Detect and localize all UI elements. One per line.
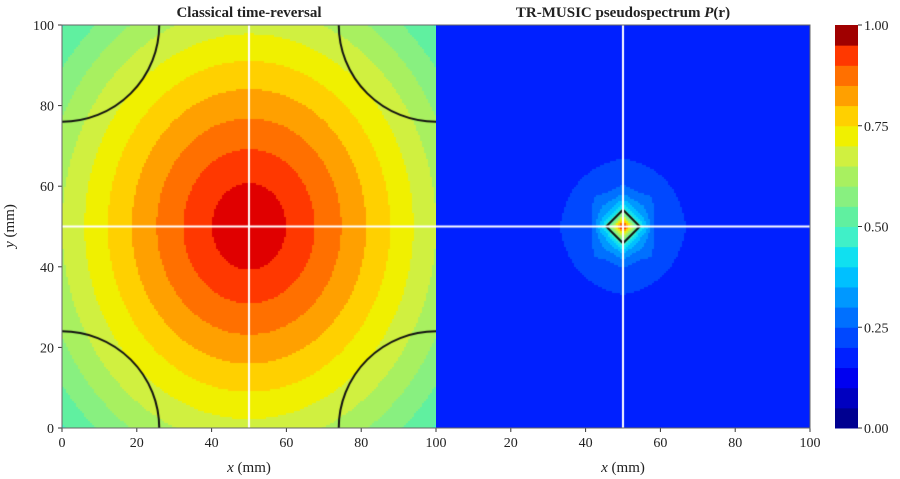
colorbar-level [835, 166, 858, 187]
colorbar-tick-label: 0.25 [864, 321, 889, 336]
y-tick-label: 20 [40, 341, 54, 356]
right-panel-title: TR-MUSIC pseudospectrum P(r) [516, 5, 730, 21]
x-tick-label: 20 [130, 436, 144, 451]
x-tick-label: 80 [354, 436, 368, 451]
y-tick-label: 100 [33, 19, 54, 34]
colorbar-level [835, 367, 858, 389]
colorbar-level [835, 347, 858, 369]
x-tick-label: 40 [579, 436, 593, 451]
colorbar-level [835, 286, 858, 308]
x-tick-label: 100 [800, 436, 821, 451]
colorbar-level [835, 65, 858, 86]
left-panel-title: Classical time-reversal [176, 5, 321, 21]
x-tick-label: 40 [205, 436, 219, 451]
right-x-axis-label: x (mm) [600, 460, 645, 476]
x-tick-label: 60 [279, 436, 293, 451]
colorbar-level [835, 327, 858, 348]
colorbar-tick-label: 0.00 [864, 422, 889, 437]
colorbar-level [835, 45, 858, 66]
colorbar-level [835, 145, 858, 167]
plot-frame [61, 24, 811, 429]
tr-music-contour-map [436, 25, 810, 428]
y-tick-label: 80 [40, 100, 54, 115]
colorbar-level [835, 387, 858, 409]
colorbar-tick-label: 1.00 [864, 19, 889, 34]
colorbar-level [835, 25, 858, 46]
x-tick-label: 60 [653, 436, 667, 451]
colorbar-level [835, 307, 858, 328]
y-tick-label: 60 [40, 180, 54, 195]
x-tick-label: 100 [426, 436, 447, 451]
y-tick-label: 40 [40, 261, 54, 276]
x-tick-label: 20 [504, 436, 518, 451]
x-tick-label: 80 [728, 436, 742, 451]
colorbar-level [835, 186, 858, 207]
y-axis-label: y (mm) [2, 204, 18, 250]
colorbar-tick-label: 0.75 [864, 120, 889, 135]
colorbar-tick-label: 0.50 [864, 221, 889, 236]
colorbar-level [835, 105, 858, 127]
colorbar-level [835, 246, 858, 268]
x-tick-label: 0 [59, 436, 66, 451]
colorbar-level [835, 266, 858, 288]
colorbar-level [835, 226, 858, 248]
y-tick-label: 0 [47, 422, 54, 437]
classical-tr-contour-map [62, 25, 436, 428]
colorbar-level [835, 407, 858, 429]
left-x-axis-label: x (mm) [226, 460, 271, 476]
colorbar-level [835, 125, 858, 147]
colorbar-level [835, 206, 858, 227]
colorbar-level [835, 85, 858, 107]
